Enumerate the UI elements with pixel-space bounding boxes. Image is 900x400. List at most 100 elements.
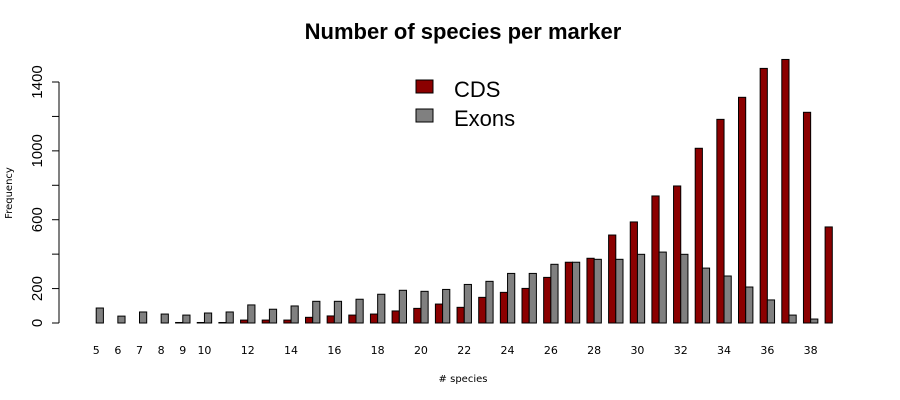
bar-exons-27 (572, 261, 581, 324)
x-tick-label: 32 (674, 344, 688, 357)
bar-cds-32 (673, 185, 682, 324)
bar-exons-36 (766, 299, 776, 324)
x-tick-label: 5 (93, 344, 100, 357)
x-tick-label: 26 (544, 344, 558, 357)
chart-title: Number of species per marker (305, 19, 622, 44)
x-tick-label: 7 (136, 344, 143, 357)
bar-exons-30 (636, 253, 646, 324)
bar-exons-17 (355, 298, 364, 324)
legend-label-cds: CDS (454, 77, 500, 102)
bar-cds-11 (218, 321, 227, 324)
bar-cds-19 (391, 310, 400, 324)
x-tick-label: 28 (587, 344, 601, 357)
x-tick-labels: 5 6 7 8 9 10 12 14 16 18 20 22 24 26 28 30 32 34 36 38 (93, 344, 818, 357)
bar-cds-35 (738, 96, 747, 324)
bar-exons-26 (550, 263, 559, 324)
legend-swatch-cds (415, 79, 434, 94)
bar-exons-7 (139, 311, 148, 324)
bar-exons-22 (463, 283, 472, 324)
bar-exons-12 (247, 304, 256, 324)
bar-cds-27 (564, 261, 573, 324)
bar-exons-16 (333, 300, 343, 324)
bar-exons-5 (95, 307, 104, 324)
bars-group (95, 58, 833, 324)
bar-exons-24 (507, 272, 516, 324)
bar-exons-20 (420, 290, 429, 324)
x-tick-label: 9 (179, 344, 186, 357)
bar-cds-12 (240, 319, 249, 324)
bar-exons-31 (658, 251, 667, 324)
bar-exons-6 (117, 315, 126, 324)
bar-cds-21 (434, 303, 444, 324)
x-tick-label: 24 (501, 344, 515, 357)
y-axis: 0 200 600 1000 1400 (29, 65, 60, 327)
bar-cds-34 (716, 118, 725, 324)
bar-cds-22 (456, 306, 465, 324)
bar-cds-16 (326, 315, 335, 324)
x-tick-label: 18 (371, 344, 385, 357)
bar-cds-15 (305, 316, 314, 324)
bar-exons-21 (442, 288, 451, 324)
bar-cds-18 (369, 313, 379, 324)
y-axis-label: Frequency (4, 167, 15, 219)
bar-exons-29 (615, 258, 624, 324)
legend: CDS Exons (415, 77, 515, 131)
x-axis-label: # species (439, 374, 488, 385)
bar-cds-36 (759, 67, 768, 324)
bar-exons-37 (788, 314, 797, 324)
x-tick-label: 14 (284, 344, 298, 357)
y-tick-label: 200 (29, 276, 46, 301)
bar-exons-14 (290, 305, 299, 324)
bar-exons-13 (268, 308, 278, 324)
bar-cds-33 (694, 147, 703, 324)
bar-cds-38 (802, 111, 812, 324)
y-tick-label: 1400 (29, 65, 46, 98)
x-tick-label: 36 (760, 344, 774, 357)
bar-exons-33 (701, 267, 711, 324)
bar-exons-28 (593, 258, 602, 324)
x-tick-label: 12 (241, 344, 255, 357)
y-tick-label: 1000 (29, 134, 46, 167)
bar-exons-11 (225, 311, 234, 324)
bar-cds-24 (499, 291, 509, 324)
bar-cds-37 (781, 58, 790, 324)
x-tick-label: 38 (804, 344, 818, 357)
bar-cds-26 (543, 276, 552, 324)
bar-exons-9 (182, 314, 191, 324)
legend-label-exons: Exons (454, 106, 515, 131)
bar-exons-34 (723, 275, 732, 324)
y-tick-label: 600 (29, 207, 46, 232)
bar-exons-18 (377, 293, 386, 324)
bar-exons-8 (160, 313, 169, 324)
y-tick-label: 0 (29, 319, 46, 327)
x-tick-label: 22 (457, 344, 471, 357)
bar-cds-39 (824, 226, 833, 324)
bar-cds-20 (413, 307, 422, 324)
bar-cds-25 (521, 287, 530, 324)
x-tick-label: 6 (114, 344, 121, 357)
bar-cds-9 (175, 321, 184, 324)
bar-cds-13 (261, 319, 270, 324)
x-tick-label: 20 (414, 344, 428, 357)
x-tick-label: 8 (158, 344, 165, 357)
x-tick-label: 30 (630, 344, 644, 357)
bar-exons-23 (485, 280, 494, 324)
bar-cds-17 (348, 314, 357, 324)
bar-exons-35 (745, 286, 754, 324)
bar-cds-10 (196, 321, 205, 324)
bar-cds-29 (608, 234, 617, 324)
bar-exons-19 (398, 289, 407, 324)
bar-exons-25 (528, 272, 537, 324)
x-tick-label: 16 (327, 344, 341, 357)
bar-cds-30 (629, 221, 638, 324)
bar-cds-23 (478, 296, 487, 324)
bar-exons-15 (312, 300, 321, 324)
x-tick-label: 34 (717, 344, 731, 357)
x-tick-label: 10 (197, 344, 211, 357)
bar-exons-32 (680, 253, 689, 324)
legend-swatch-exons (415, 108, 434, 123)
bar-exons-38 (810, 318, 819, 324)
bar-exons-10 (203, 312, 213, 324)
bar-cds-31 (651, 195, 660, 324)
